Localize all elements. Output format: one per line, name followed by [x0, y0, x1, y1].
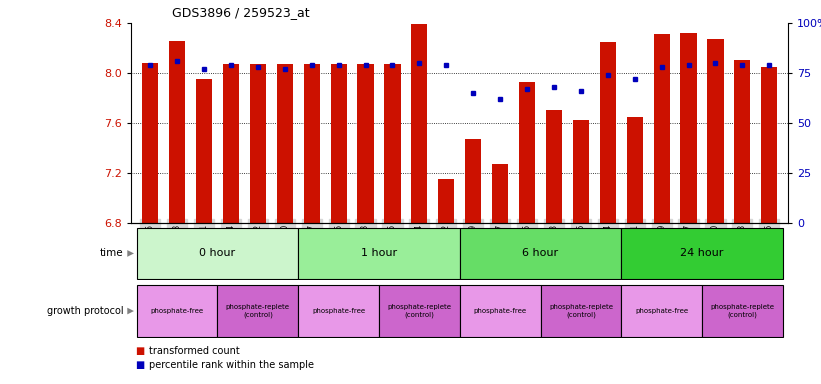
- Text: 0 hour: 0 hour: [200, 248, 236, 258]
- Bar: [492, 164, 508, 223]
- Bar: [708, 39, 723, 223]
- Bar: [519, 82, 535, 223]
- Bar: [460, 228, 621, 279]
- Text: ■: ■: [135, 346, 144, 356]
- Text: phosphate-replete
(control): phosphate-replete (control): [549, 304, 613, 318]
- Bar: [304, 64, 320, 223]
- Bar: [298, 285, 379, 337]
- Bar: [540, 285, 621, 337]
- Bar: [384, 64, 401, 223]
- Bar: [222, 64, 239, 223]
- Text: 24 hour: 24 hour: [681, 248, 723, 258]
- Text: phosphate-free: phosphate-free: [474, 308, 527, 314]
- Text: time: time: [99, 248, 123, 258]
- Bar: [137, 285, 218, 337]
- Text: GDS3896 / 259523_at: GDS3896 / 259523_at: [172, 6, 310, 19]
- Text: ■: ■: [135, 360, 144, 370]
- Bar: [621, 285, 702, 337]
- Bar: [599, 42, 616, 223]
- Text: growth protocol: growth protocol: [47, 306, 123, 316]
- Bar: [573, 121, 589, 223]
- Bar: [621, 228, 782, 279]
- Bar: [734, 61, 750, 223]
- Bar: [331, 64, 346, 223]
- Text: 1 hour: 1 hour: [361, 248, 397, 258]
- Bar: [681, 33, 697, 223]
- Text: phosphate-free: phosphate-free: [312, 308, 365, 314]
- Bar: [218, 285, 298, 337]
- Bar: [250, 64, 266, 223]
- Bar: [277, 64, 293, 223]
- Bar: [654, 34, 670, 223]
- Bar: [142, 63, 158, 223]
- Text: transformed count: transformed count: [149, 346, 241, 356]
- Text: 6 hour: 6 hour: [522, 248, 558, 258]
- Bar: [460, 285, 540, 337]
- Bar: [546, 111, 562, 223]
- Bar: [411, 24, 428, 223]
- Text: percentile rank within the sample: percentile rank within the sample: [149, 360, 314, 370]
- Bar: [761, 67, 777, 223]
- Text: phosphate-replete
(control): phosphate-replete (control): [388, 304, 452, 318]
- Bar: [702, 285, 782, 337]
- Bar: [626, 117, 643, 223]
- Text: phosphate-free: phosphate-free: [150, 308, 204, 314]
- Bar: [438, 179, 454, 223]
- Bar: [298, 228, 460, 279]
- Text: phosphate-free: phosphate-free: [635, 308, 688, 314]
- Bar: [466, 139, 481, 223]
- Bar: [196, 79, 212, 223]
- Text: phosphate-replete
(control): phosphate-replete (control): [710, 304, 774, 318]
- Text: phosphate-replete
(control): phosphate-replete (control): [226, 304, 290, 318]
- Bar: [137, 228, 298, 279]
- Bar: [169, 41, 186, 223]
- Bar: [379, 285, 460, 337]
- Bar: [357, 64, 374, 223]
